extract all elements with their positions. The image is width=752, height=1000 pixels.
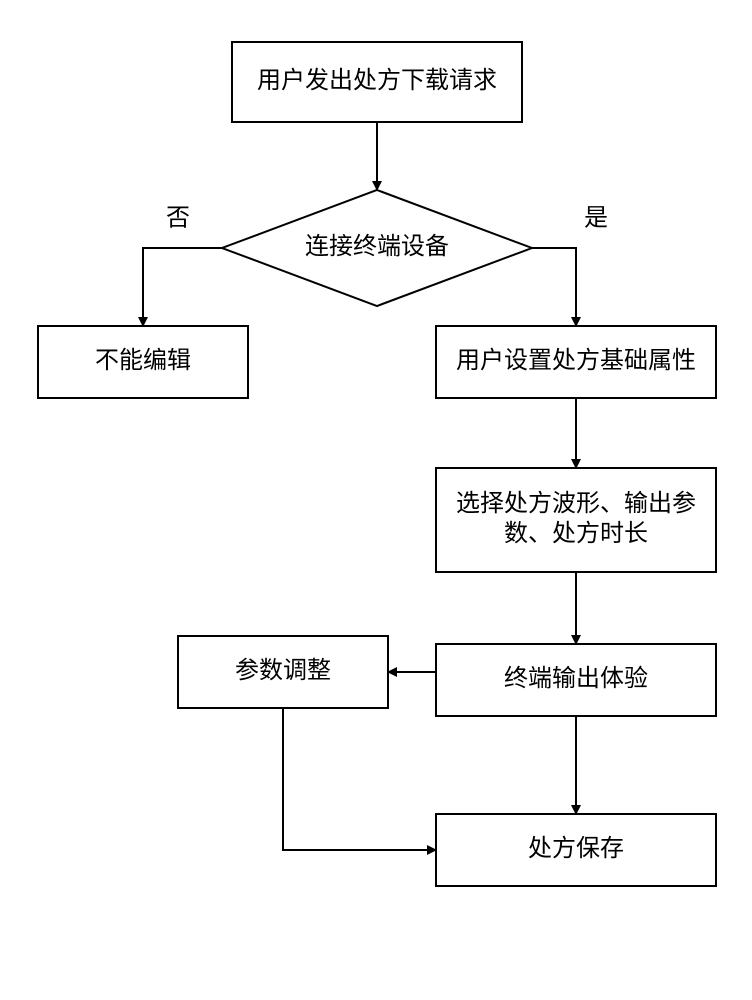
node-label: 用户设置处方基础属性	[456, 347, 696, 374]
node-label: 处方保存	[528, 835, 624, 862]
edge-label-yes: 是	[584, 206, 608, 232]
node-label: 连接终端设备	[305, 233, 449, 260]
node-label: 终端输出体验	[504, 665, 648, 692]
flow-edge	[532, 248, 576, 326]
flow-edge	[283, 708, 436, 850]
node-label: 不能编辑	[95, 347, 191, 374]
node-label: 用户发出处方下载请求	[257, 67, 497, 94]
edge-label-no: 否	[166, 206, 190, 232]
flow-edge	[143, 248, 222, 326]
flowchart-canvas: 用户发出处方下载请求连接终端设备不能编辑用户设置处方基础属性选择处方波形、输出参…	[0, 0, 752, 1000]
node-label: 参数调整	[235, 657, 331, 684]
